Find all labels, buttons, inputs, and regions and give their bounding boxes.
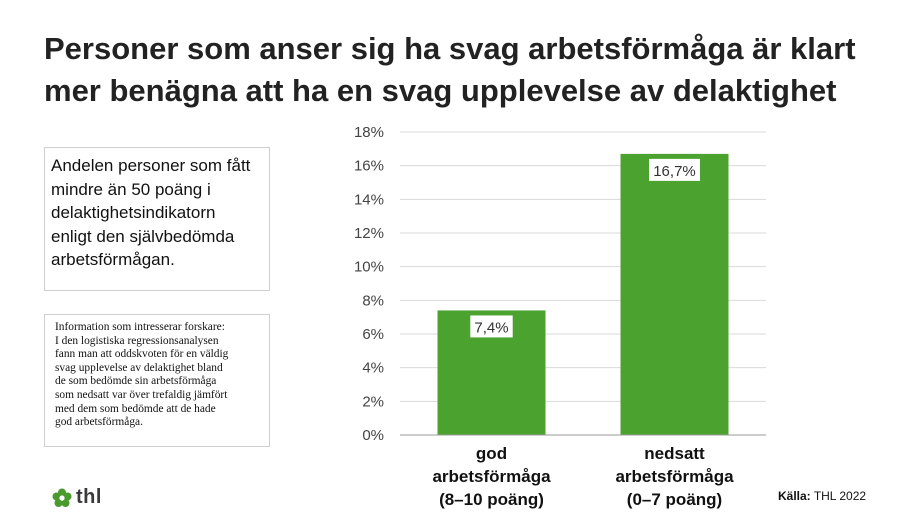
y-tick-label: 0% — [362, 427, 384, 444]
x-category-label-line: god — [475, 444, 508, 463]
y-axis-tick-labels: 0% 2% 4% 6% 8% 10% 12% 14% 16% 18% — [354, 124, 384, 444]
bar-data-label: 7,4% — [474, 319, 508, 336]
note-line: svag upplevelse av delaktighet bland — [55, 361, 223, 374]
note-line: de som bedömde sin arbetsförmåga — [55, 375, 217, 388]
x-category-label: nedsatt arbetsförmåga (0–7 poäng) — [575, 442, 775, 511]
x-category-label-line: arbetsförmåga — [432, 467, 551, 486]
title-line: Personer som anser sig ha svag arbetsför… — [44, 31, 856, 66]
title-line: mer benägna att ha en svag upplevelse av… — [44, 73, 837, 108]
thl-logo: thl — [52, 486, 102, 509]
y-tick-label: 2% — [362, 393, 384, 410]
bar — [620, 153, 729, 435]
description-line: Andelen personer som fått — [51, 156, 251, 175]
y-tick-label: 8% — [362, 292, 384, 309]
source-value: THL 2022 — [813, 489, 867, 503]
note-line: I den logistiska regressionsanalysen — [55, 334, 219, 347]
x-category-label: god arbetsförmåga (8–10 poäng) — [392, 442, 592, 511]
chart-bars — [437, 153, 729, 435]
data-label-background — [649, 158, 700, 181]
x-category-label-line: nedsatt — [644, 444, 705, 463]
bar-data-labels: 7,4% 16,7% — [470, 158, 700, 338]
description-line: delaktighetsindikatorn — [51, 203, 216, 222]
note-line: god arbetsförmåga. — [55, 416, 143, 429]
note-line: som nedsatt var över trefaldig jämfört — [55, 388, 228, 401]
thl-flower-logo-icon — [52, 488, 72, 507]
source-note: Källa: THL 2022 — [778, 489, 866, 503]
y-tick-label: 18% — [354, 124, 384, 141]
logo-text: thl — [76, 486, 102, 508]
note-line: Information som intresserar forskare: — [55, 321, 225, 333]
y-tick-label: 12% — [354, 225, 384, 242]
x-category-label-line: (8–10 poäng) — [439, 490, 544, 509]
description-line: enligt den självbedömda — [51, 226, 235, 246]
y-tick-label: 10% — [354, 259, 384, 276]
description-line: mindre än 50 poäng i — [51, 179, 211, 199]
description-box: Andelen personer som fått mindre än 50 p… — [44, 147, 270, 291]
data-label-background — [470, 315, 513, 338]
y-tick-label: 16% — [354, 158, 384, 175]
note-line: fann man att oddskvoten för en väldig — [55, 348, 229, 361]
x-category-label-line: arbetsförmåga — [615, 467, 734, 486]
x-category-label-line: (0–7 poäng) — [626, 490, 723, 509]
y-tick-label: 6% — [362, 326, 384, 343]
source-label: Källa: — [778, 489, 811, 503]
y-tick-label: 14% — [354, 191, 384, 208]
y-tick-label: 4% — [362, 360, 384, 377]
description-line: arbetsförmågan. — [51, 250, 175, 269]
page-title: Personer som anser sig ha svag arbetsför… — [44, 28, 894, 112]
bar-data-label: 16,7% — [653, 163, 696, 180]
researcher-note-box: Information som intresserar forskare: I … — [44, 314, 270, 447]
note-line: med dem som bedömde att de hade — [55, 402, 216, 415]
